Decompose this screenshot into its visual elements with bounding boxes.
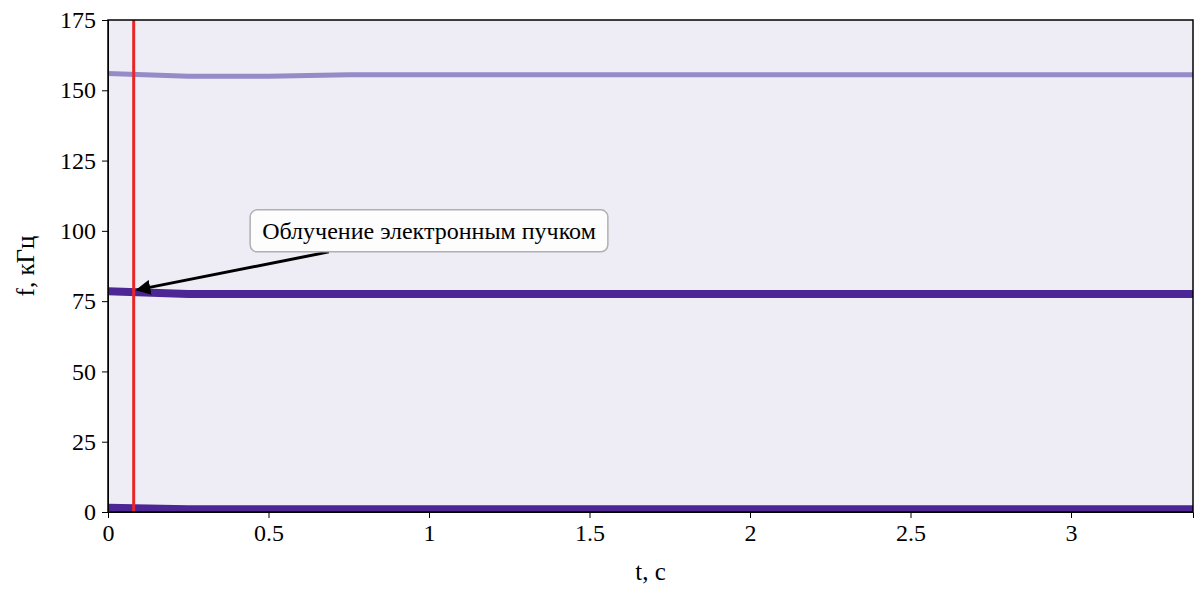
y-tick: 125 [60,148,108,174]
x-tick-mark [590,512,591,518]
y-tick: 150 [60,77,108,103]
y-tick-label: 150 [60,77,96,103]
y-tick-label: 100 [60,218,96,244]
x-tick-label: 2 [745,520,757,546]
y-tick-mark [102,231,108,232]
x-tick-mark [269,512,270,518]
plot-background [108,20,1193,512]
x-tick: 2.5 [896,512,926,546]
marks [108,20,1193,512]
y-axis-title: f, кГц [12,236,39,297]
x-tick: 0.5 [254,512,284,546]
y-tick-mark [102,161,108,162]
annotation-box [250,210,608,252]
plot: 0 0.5 1 1.5 2 2.5 3 0 25 50 75 100 125 150 175 Облучени… [60,7,1194,546]
y-tick-label: 0 [84,499,96,525]
spectral-line [108,508,1193,509]
y-tick: 75 [72,288,108,314]
x-tick: 2 [745,512,757,546]
x-tick: 1 [424,512,436,546]
y-tick-mark [102,20,108,21]
x-tick-label: 0 [103,520,115,546]
y-tick-label: 125 [60,148,96,174]
x-tick-mark [429,512,430,518]
x-tick-label: 0.5 [254,520,284,546]
x-tick-label: 3 [1066,520,1078,546]
y-tick: 175 [60,7,108,33]
vertical-line [132,20,135,512]
x-axis-title: t, с [635,558,666,585]
y-tick-label: 25 [72,429,96,455]
y-tick: 50 [72,359,108,385]
x-tick: 3 [1066,512,1078,546]
x-axis-line [109,513,1194,519]
spectral-line [108,291,1193,294]
plot-frame [108,20,1193,512]
y-tick-mark [102,371,108,372]
y-tick-mark [102,442,108,443]
x-tick: 1.5 [575,512,605,546]
x-tick-label: 2.5 [896,520,926,546]
y-tick-label: 175 [60,7,96,33]
y-tick: 0 [84,499,108,525]
chart: 0 0.5 1 1.5 2 2.5 3 0 25 50 75 100 125 150 175 Облучени… [0,0,1197,590]
annotation-arrow [137,252,329,290]
x-axis: 0 0.5 1 1.5 2 2.5 3 [103,512,1194,546]
annotation-text: Облучение электронным пучком [262,218,596,244]
y-axis: 0 25 50 75 100 125 150 175 [60,7,109,525]
x-tick-mark [911,512,912,518]
annotations: Облучение электронным пучком [137,210,608,290]
y-tick-label: 75 [72,288,96,314]
y-tick-mark [102,90,108,91]
x-tick: 0 [103,512,115,546]
y-axis-line [102,21,109,513]
y-tick-label: 50 [72,359,96,385]
y-tick-mark [102,301,108,302]
x-tick-mark [750,512,751,518]
x-tick-label: 1.5 [575,520,605,546]
x-tick-label: 1 [424,520,436,546]
y-tick: 100 [60,218,108,244]
spectral-line [108,73,1193,76]
x-tick-mark [1071,512,1072,518]
y-tick: 25 [72,429,108,455]
y-tick-mark [102,512,108,513]
